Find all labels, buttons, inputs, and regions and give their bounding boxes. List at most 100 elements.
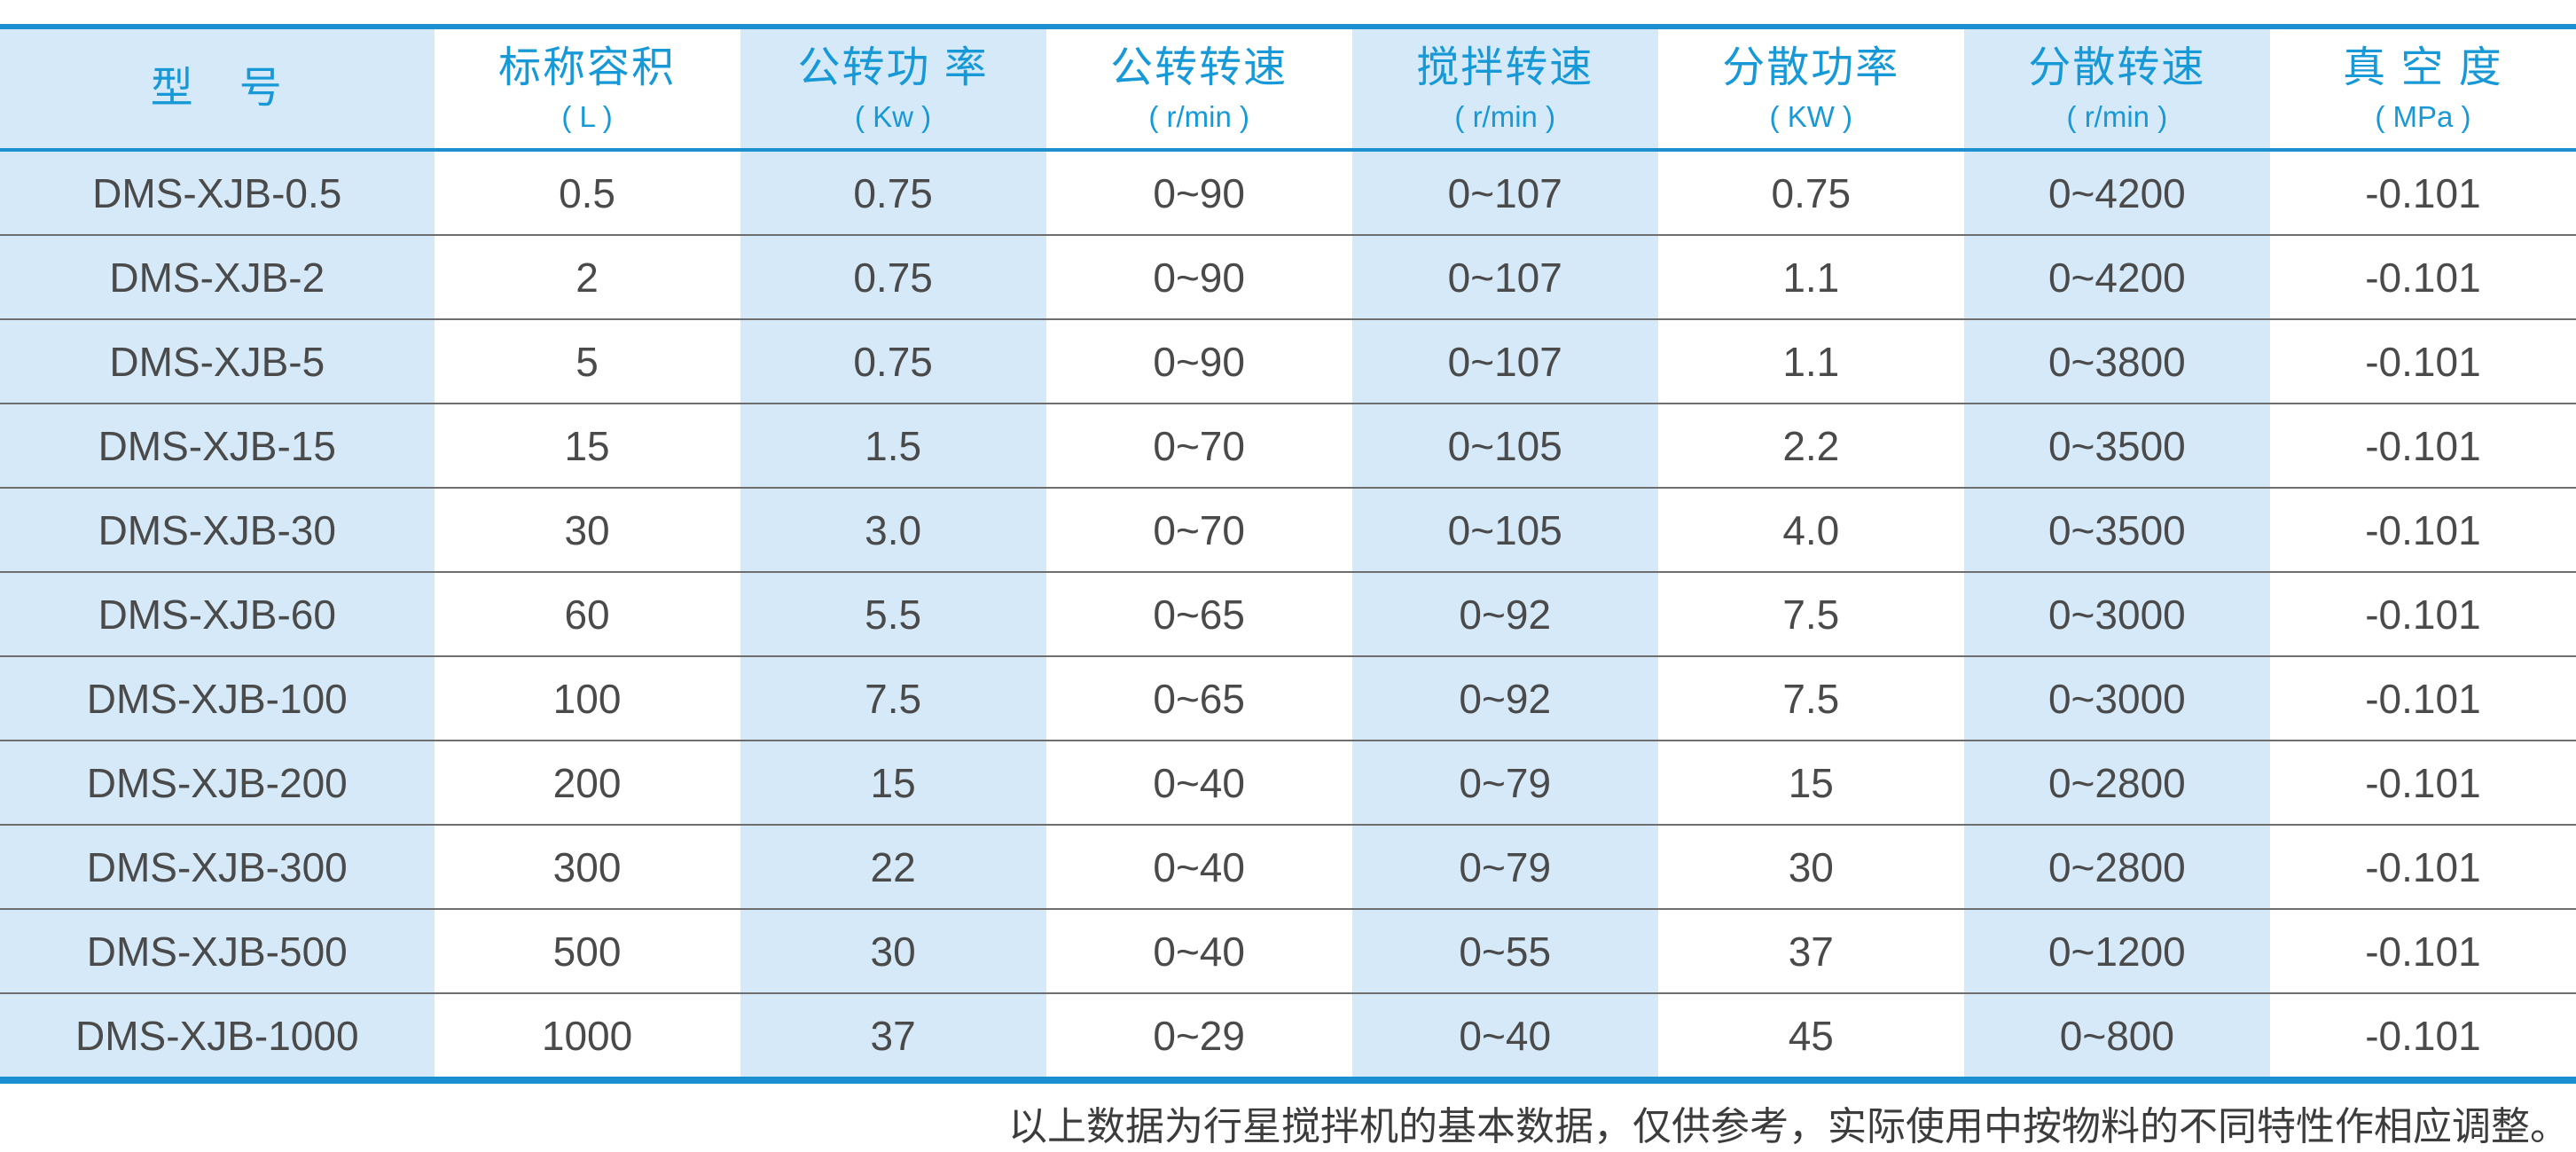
value-cell: 0~800 — [1963, 992, 2270, 1080]
value-cell: 0.75 — [740, 318, 1046, 404]
value-cell: 0~65 — [1045, 655, 1352, 741]
value-cell: 0~105 — [1351, 403, 1658, 488]
table-row: DMS-XJB-500 500 30 0~40 0~55 37 0~1200 -0.101 — [0, 908, 2576, 993]
table-row: DMS-XJB-200 200 15 0~40 0~79 15 0~2800 -0.101 — [0, 740, 2576, 825]
value-cell: 0~55 — [1351, 908, 1658, 993]
value-cell: 0~105 — [1351, 487, 1658, 572]
value-cell: 0~40 — [1045, 740, 1352, 825]
value-cell: -0.101 — [2269, 655, 2576, 741]
column-header-label: 公转转速 — [1110, 44, 1288, 92]
value-cell: 15 — [434, 403, 740, 488]
column-header-dispersion-power: 分散功率 ( KW ) — [1657, 27, 1964, 152]
value-cell: 300 — [434, 824, 740, 909]
column-header-label: 公转功 率 — [797, 44, 989, 92]
column-header-revolution-speed: 公转转速 ( r/min ) — [1045, 27, 1352, 152]
value-cell: 0~4200 — [1963, 150, 2270, 235]
value-cell: 5 — [434, 318, 740, 404]
value-cell: 22 — [740, 824, 1046, 909]
column-header-unit: ( r/min ) — [1454, 100, 1556, 133]
value-cell: 15 — [740, 740, 1046, 825]
table-row: DMS-XJB-1000 1000 37 0~29 0~40 45 0~800 -0.101 — [0, 992, 2576, 1080]
value-cell: -0.101 — [2269, 908, 2576, 993]
value-cell: -0.101 — [2269, 487, 2576, 572]
value-cell: 0~90 — [1045, 234, 1352, 319]
value-cell: 0~65 — [1045, 571, 1352, 656]
footnote: 以上数据为行星搅拌机的基本数据，仅供参考，实际使用中按物料的不同特性作相应调整。 — [1008, 1104, 2569, 1149]
column-header-nominal-volume: 标称容积 ( L ) — [434, 27, 740, 152]
column-header-label: 真 空 度 — [2343, 44, 2503, 92]
value-cell: 0~3800 — [1963, 318, 2270, 404]
value-cell: 30 — [434, 487, 740, 572]
value-cell: 0~90 — [1153, 169, 1245, 216]
table-row: DMS-XJB-60 60 5.5 0~65 0~92 7.5 0~3000 -0.101 — [0, 571, 2576, 656]
model-cell: DMS-XJB-200 — [0, 740, 435, 825]
column-header-unit: ( L ) — [561, 100, 613, 133]
value-cell: 30 — [740, 908, 1046, 993]
column-header-unit: ( Kw ) — [855, 100, 932, 133]
value-cell: 1.5 — [740, 403, 1046, 488]
column-header-vacuum-degree: 真 空 度 ( MPa ) — [2269, 27, 2576, 152]
value-cell: 100 — [434, 655, 740, 741]
model-cell: DMS-XJB-5 — [0, 318, 435, 404]
model-cell: DMS-XJB-500 — [0, 908, 435, 993]
value-cell: -0.101 — [2269, 740, 2576, 825]
value-cell: 0.75 — [740, 234, 1046, 319]
value-cell: 2 — [434, 234, 740, 319]
value-cell: 1.1 — [1657, 234, 1964, 319]
value-cell: 0~40 — [1045, 908, 1352, 993]
value-cell: -0.101 — [2269, 318, 2576, 404]
table-body: DMS-XJB-0.5 0.5 0.75 0~90 0~107 0.75 0~4200 -0.… — [0, 150, 2576, 1080]
column-header-stirring-speed: 搅拌转速 ( r/min ) — [1351, 27, 1658, 152]
value-cell: 0~70 — [1045, 403, 1352, 488]
value-cell: 0~79 — [1351, 740, 1658, 825]
value-cell: 0~2800 — [1963, 740, 2270, 825]
header-row: 型 号 标称容积 ( L ) 公转功 率 ( Kw ) 公转转速 ( r/min… — [0, 27, 2576, 152]
value-cell: 0~92 — [1351, 655, 1658, 741]
value-cell: 0~79 — [1351, 824, 1658, 909]
model-cell: DMS-XJB-15 — [0, 403, 435, 488]
value-cell: 7.5 — [1657, 571, 1964, 656]
value-cell: 3.0 — [740, 487, 1046, 572]
table-row: DMS-XJB-5 5 0.75 0~90 0~107 1.1 0~3800 -0.101 — [0, 318, 2576, 404]
table-row: DMS-XJB-0.5 0.5 0.75 0~90 0~107 0.75 0~4200 -0.… — [0, 150, 2576, 235]
value-cell: 7.5 — [740, 655, 1046, 741]
column-header-dispersion-speed: 分散转速 ( r/min ) — [1963, 27, 2270, 152]
value-cell: 1.1 — [1657, 318, 1964, 404]
table-row: DMS-XJB-15 15 1.5 0~70 0~105 2.2 0~3500 -0.101 — [0, 403, 2576, 488]
value-cell: 7.5 — [1657, 655, 1964, 741]
value-cell: 0.75 — [740, 150, 1046, 235]
value-cell: 0~107 — [1351, 318, 1658, 404]
column-header-unit: ( MPa ) — [2375, 100, 2471, 133]
value-cell: 0~2800 — [1963, 824, 2270, 909]
value-cell: 0~107 — [1351, 150, 1658, 235]
table-row: DMS-XJB-100 100 7.5 0~65 0~92 7.5 0~3000 -0.101 — [0, 655, 2576, 741]
value-cell: 60 — [434, 571, 740, 656]
value-cell: 0~92 — [1351, 571, 1658, 656]
model-cell: DMS-XJB-2 — [0, 234, 435, 319]
value-cell: -0.101 — [2269, 571, 2576, 656]
spec-table: 型 号 标称容积 ( L ) 公转功 率 ( Kw ) 公转转速 ( r/min… — [0, 24, 2576, 1084]
model-cell: DMS-XJB-30 — [0, 487, 435, 572]
value-cell: 0~107 — [1351, 234, 1658, 319]
value-cell: 37 — [1657, 908, 1964, 993]
column-header-model: 型 号 — [0, 27, 435, 152]
value-cell: 0~40 — [1045, 824, 1352, 909]
column-header-label: 分散转速 — [2028, 44, 2206, 92]
table-row: DMS-XJB-30 30 3.0 0~70 0~105 4.0 0~3500 -0.101 — [0, 487, 2576, 572]
value-cell: -0.101 — [2269, 234, 2576, 319]
value-cell: -0.101 — [2269, 403, 2576, 488]
value-cell: 45 — [1657, 992, 1964, 1080]
model-cell: DMS-XJB-300 — [0, 824, 435, 909]
value-cell: 0~70 — [1045, 487, 1352, 572]
column-header-label: 分散功率 — [1722, 44, 1900, 92]
value-cell: 2.2 — [1657, 403, 1964, 488]
value-cell: 0~3500 — [1963, 487, 2270, 572]
value-cell: 4.0 — [1657, 487, 1964, 572]
value-cell: 5.5 — [740, 571, 1046, 656]
value-cell: -0.101 — [2269, 824, 2576, 909]
value-cell: 0~4200 — [1963, 234, 2270, 319]
value-cell: 30 — [1657, 824, 1964, 909]
table-row: DMS-XJB-2 2 0.75 0~90 0~107 1.1 0~4200 -0.101 — [0, 234, 2576, 319]
value-cell: -0.101 — [2365, 169, 2481, 216]
